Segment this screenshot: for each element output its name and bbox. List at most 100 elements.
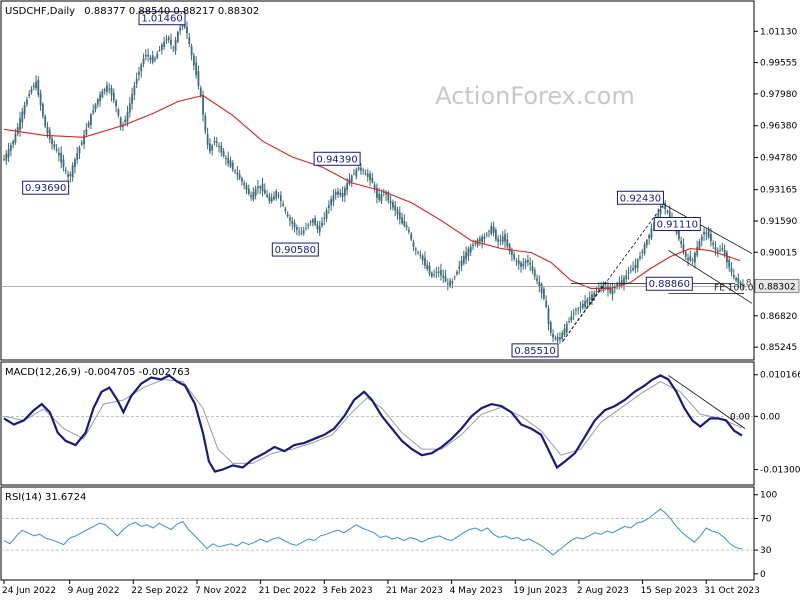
candle	[474, 243, 477, 245]
candle	[389, 200, 392, 204]
candle	[559, 337, 561, 340]
candle	[636, 259, 639, 268]
rsi-plot	[1, 508, 754, 556]
candle	[197, 71, 200, 86]
candle	[247, 188, 250, 194]
macd-line	[3, 374, 743, 473]
candle	[350, 175, 353, 182]
rsi-tick-label: 0	[760, 570, 766, 580]
x-tick-label: 31 Oct 2023	[704, 586, 760, 596]
candle	[469, 246, 472, 253]
candle	[433, 274, 435, 276]
x-tick-label: 2 Aug 2023	[577, 586, 629, 596]
swing-label-box	[313, 151, 361, 166]
candle	[295, 227, 298, 230]
candle	[284, 208, 287, 211]
x-tick-label: 15 Sep 2023	[641, 586, 698, 596]
candle	[501, 236, 504, 243]
swing-label-box	[138, 11, 186, 26]
candle	[220, 145, 223, 153]
candle	[410, 234, 413, 240]
current-price-label: 0.88302	[758, 282, 795, 292]
candle	[593, 292, 596, 297]
candle	[357, 167, 360, 170]
candle	[547, 308, 550, 324]
candle	[437, 271, 440, 273]
candle	[341, 192, 344, 198]
swing-label-text: 0.91110	[657, 220, 698, 231]
candle	[659, 209, 662, 214]
candle	[186, 26, 188, 34]
x-tick-label: 21 Mar 2023	[386, 586, 443, 596]
rsi-tick-label: 70	[760, 514, 772, 524]
rsi-tick-label: 30	[760, 546, 772, 556]
candle	[273, 196, 275, 200]
candle	[364, 173, 367, 175]
candle	[369, 173, 371, 180]
candle	[398, 212, 401, 220]
candle	[609, 286, 612, 293]
rsi-title: RSI(14) 31.6724	[5, 492, 86, 503]
candle	[522, 263, 525, 267]
candle	[149, 57, 152, 60]
candle	[147, 54, 150, 57]
candle	[170, 39, 172, 45]
price-tick-label: 0.96380	[760, 122, 797, 132]
candle	[16, 127, 19, 134]
candle	[176, 31, 179, 42]
rsi-panel-frame	[0, 486, 755, 581]
candle	[508, 244, 511, 252]
swing-label: 0.92430	[616, 190, 664, 205]
candle	[96, 99, 99, 105]
candle	[71, 165, 74, 178]
candle	[286, 214, 289, 217]
candle	[12, 141, 15, 145]
candle	[174, 40, 177, 51]
candle	[3, 159, 5, 160]
swing-label-box	[653, 217, 701, 232]
candle	[83, 135, 85, 145]
price-header: USDCHF,Daily 0.88377 0.88540 0.88217 0.8…	[5, 6, 259, 17]
candle	[108, 88, 111, 90]
candle	[39, 93, 42, 106]
candle	[213, 141, 216, 143]
candle	[440, 270, 442, 276]
candle	[703, 231, 705, 235]
candle	[131, 94, 134, 104]
candle	[545, 300, 548, 307]
candle	[257, 186, 259, 189]
swing-label: 1.01460	[138, 11, 186, 26]
candle	[293, 222, 296, 228]
candle	[362, 170, 365, 172]
macd-tick-label: -0.013006	[760, 466, 800, 476]
candle	[46, 127, 49, 134]
candle	[465, 252, 468, 260]
candle	[529, 262, 532, 265]
candle	[245, 185, 248, 190]
candle	[721, 248, 724, 250]
candle	[565, 323, 568, 333]
candle	[629, 270, 632, 272]
candle	[53, 144, 56, 148]
candle	[110, 87, 113, 96]
candle	[44, 116, 47, 127]
candle	[510, 250, 513, 256]
candle	[597, 288, 600, 290]
macd-panel-frame	[0, 361, 755, 486]
candle	[259, 186, 262, 189]
candle	[183, 23, 186, 28]
swing-label-box	[22, 180, 70, 195]
candle	[30, 89, 33, 93]
macd-title: MACD(12,26,9) -0.004705 -0.002763	[5, 367, 190, 378]
price-plot: FE 100.0.8 1.01460 0.93690 0.94390 0.90580 0.…	[1, 11, 754, 358]
candle	[135, 78, 138, 84]
candle	[124, 119, 127, 123]
swing-label-text: 1.01460	[141, 14, 182, 25]
candle	[94, 104, 97, 110]
candle	[163, 41, 166, 47]
candle	[243, 183, 246, 186]
candle	[561, 332, 564, 339]
x-tick-label: 7 Nov 2022	[195, 586, 247, 596]
candle	[632, 268, 635, 271]
candle	[85, 129, 88, 135]
